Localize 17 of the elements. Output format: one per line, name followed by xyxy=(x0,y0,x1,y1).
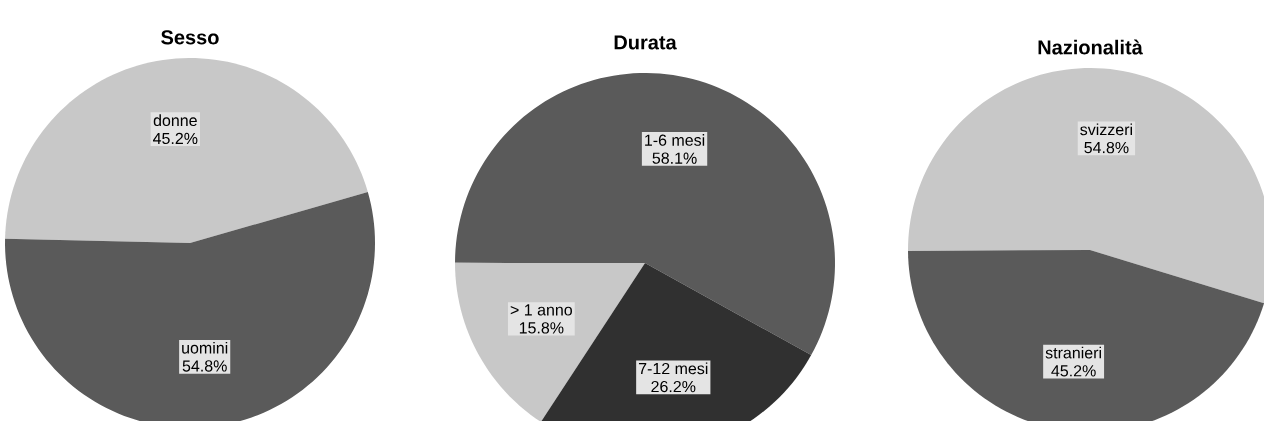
slice-label: 1-6 mesi xyxy=(645,134,705,146)
chart-title: Nazionalità xyxy=(1038,39,1143,55)
data-label: 45.2% xyxy=(152,132,198,145)
data-label: 58.1% xyxy=(652,152,697,164)
slice-label: svizzeri xyxy=(1080,123,1132,136)
chart-title: Sesso xyxy=(161,30,219,45)
slice-label: stranieri xyxy=(1045,346,1101,359)
data-label: 45.2% xyxy=(1051,365,1096,377)
data-label: 26.2% xyxy=(651,380,696,393)
slice-label: donne xyxy=(153,114,197,127)
data-label: 54.8% xyxy=(182,360,227,372)
slice-label: > 1 anno xyxy=(510,304,573,316)
data-label: 15.8% xyxy=(519,322,564,334)
data-label: 54.8% xyxy=(1084,141,1129,154)
chart-title: Durata xyxy=(614,35,677,50)
slice-label: 7-12 mesi xyxy=(638,362,708,375)
slice-label: uomini xyxy=(182,341,228,354)
